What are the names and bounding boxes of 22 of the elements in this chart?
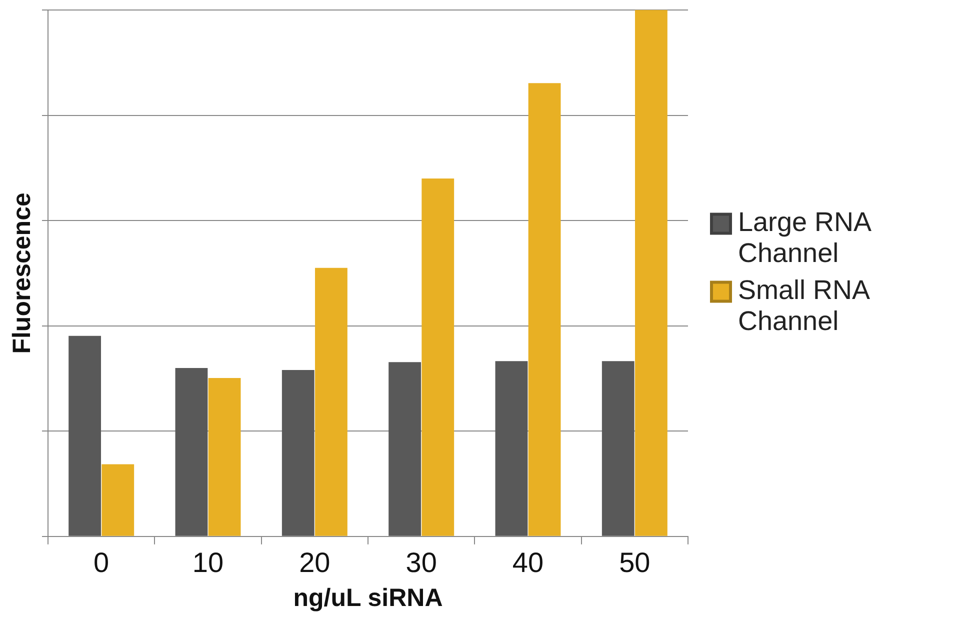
bar <box>68 336 102 536</box>
legend-label: Large RNA Channel <box>738 207 872 268</box>
bar <box>602 361 634 536</box>
x-tick-label: 50 <box>619 546 650 578</box>
x-tick-label: 0 <box>94 546 110 578</box>
bar <box>528 83 561 536</box>
x-tick-label: 10 <box>192 546 224 578</box>
legend-label: Small RNA Channel <box>738 275 870 336</box>
bar <box>388 362 422 536</box>
bar <box>422 178 454 536</box>
bar <box>315 268 348 536</box>
x-tick-label: 40 <box>512 546 544 578</box>
bar <box>282 370 314 536</box>
x-tick-label: 20 <box>299 546 330 578</box>
bar <box>175 368 208 536</box>
x-tick-label: 30 <box>406 546 437 578</box>
x-axis-title: ng/uL siRNA <box>293 584 443 612</box>
bar <box>495 361 528 536</box>
bar <box>102 464 134 536</box>
bar <box>208 378 241 536</box>
y-axis-title: Fluorescence <box>8 192 36 354</box>
bar <box>634 10 668 536</box>
